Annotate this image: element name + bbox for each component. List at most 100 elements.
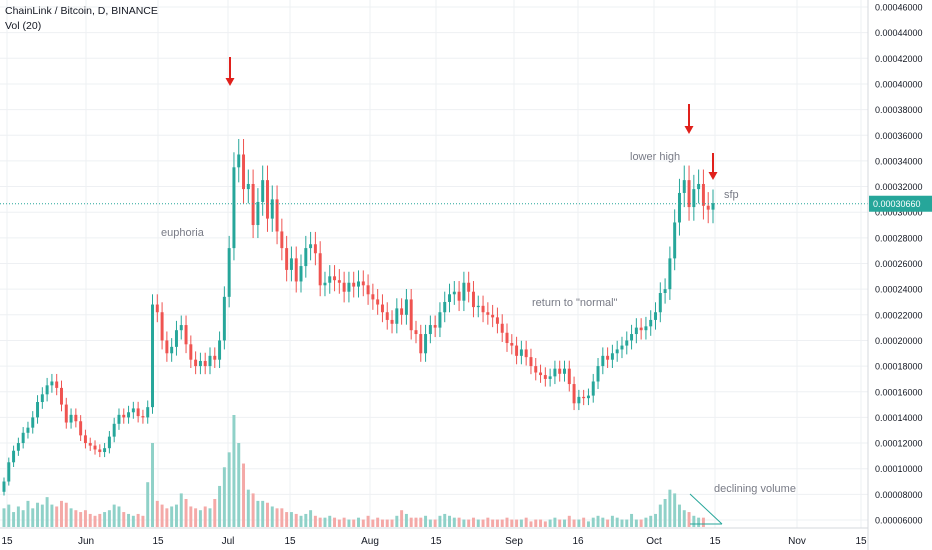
time-tick-label: Jul [222, 536, 235, 547]
volume-bar [79, 512, 83, 527]
price-tick-label: 0.00038000 [875, 105, 923, 115]
volume-bar [471, 517, 475, 527]
volume-bar [122, 512, 126, 527]
annotation-lower-high: lower high [630, 151, 680, 163]
candle-body [227, 248, 231, 297]
volume-bar [194, 508, 198, 527]
candle-body [634, 327, 638, 335]
candle-body [60, 387, 63, 405]
candle-body [706, 205, 710, 210]
time-axis[interactable]: 15 Jun 15 Jul 15 Aug 15 Sep 16 Oct 15 Nov 15 [0, 527, 868, 547]
candle-body [519, 349, 523, 356]
candle-body [246, 183, 250, 190]
candle-body [45, 385, 49, 395]
candle-body [395, 308, 399, 324]
candle-body [40, 394, 44, 403]
candle-body [400, 308, 404, 315]
price-tick-label: 0.00018000 [875, 362, 923, 372]
candle-body [318, 253, 322, 286]
volume-bars [2, 415, 705, 527]
arrow-icon-head [225, 78, 235, 86]
volume-bar [112, 504, 116, 527]
price-tick-label: 0.00032000 [875, 182, 923, 192]
annotation-declining-volume: declining volume [714, 483, 796, 495]
candle-body [553, 368, 557, 377]
volume-bar [452, 517, 456, 527]
volume-bar [596, 515, 600, 527]
volume-bar [457, 517, 461, 527]
candle-body [328, 276, 332, 283]
volume-bar [654, 513, 657, 527]
price-axis[interactable]: 0.00046000 0.00044000 0.00042000 0.00040000… [867, 0, 932, 550]
volume-bar [582, 517, 586, 527]
candle-body [606, 355, 610, 360]
annotation-euphoria: euphoria [161, 227, 205, 239]
arrow-icon-head [708, 172, 718, 180]
volume-bar [577, 519, 581, 527]
candle-body [438, 312, 442, 328]
candle-body [313, 244, 317, 254]
volume-bar [256, 500, 260, 527]
arrow-icon-head [684, 126, 694, 134]
volume-bar [448, 515, 452, 527]
volume-bar [88, 513, 92, 527]
candle-body [424, 334, 428, 354]
time-tick-label: Sep [505, 536, 523, 547]
candle-body [103, 448, 107, 453]
volume-bar [380, 519, 384, 527]
volume-bar [232, 415, 236, 527]
volume-bar [625, 519, 629, 527]
volume-bar [639, 519, 643, 527]
volume-bar [361, 519, 365, 527]
candle-body [625, 340, 629, 346]
candle-body [151, 304, 154, 408]
candle-body [122, 414, 126, 418]
price-tick-label: 0.00028000 [875, 233, 923, 243]
chart-grid [0, 0, 868, 528]
candle-body [486, 312, 490, 315]
volume-bar [486, 517, 490, 527]
time-tick-label: 15 [430, 536, 442, 547]
candle-body [160, 312, 164, 341]
price-tick-label: 0.00034000 [875, 156, 923, 166]
candle-body [79, 421, 83, 436]
time-tick-label: Nov [788, 536, 806, 547]
candle-body [7, 462, 11, 482]
candle-body [309, 244, 313, 249]
price-tick-label: 0.00030000 [875, 208, 923, 218]
volume-bar [371, 519, 375, 527]
volume-indicator-label[interactable]: Vol (20) [5, 20, 42, 32]
candle-body [567, 368, 571, 385]
volume-bar [213, 499, 217, 527]
volume-bar [342, 517, 346, 527]
volume-bar [701, 517, 705, 527]
candle-body [294, 258, 298, 282]
volume-bar [333, 517, 337, 527]
candle-body [74, 414, 78, 422]
volume-bar [165, 508, 169, 527]
symbol-title[interactable]: ChainLink / Bitcoin, D, BINANCE [5, 5, 158, 17]
volume-bar [462, 519, 466, 527]
volume-bar [83, 510, 87, 527]
candle-body [323, 282, 327, 286]
volume-bar [515, 519, 519, 527]
price-tick-label: 0.00036000 [875, 131, 923, 141]
candle-body [500, 323, 504, 333]
annotation-sfp: sfp [724, 189, 739, 201]
price-tick-label: 0.00020000 [875, 336, 923, 346]
volume-bar [50, 504, 54, 527]
volume-bar [12, 512, 16, 527]
candle-body [280, 231, 284, 249]
volume-bar [64, 502, 68, 527]
volume-bar [687, 512, 691, 527]
candle-body [69, 414, 73, 423]
candle-body [711, 203, 715, 210]
volume-bar [318, 517, 322, 527]
candle-body [596, 366, 600, 382]
candle-body [222, 296, 226, 341]
volume-bar [289, 512, 293, 527]
volume-bar [433, 519, 437, 527]
time-tick-label: 15 [709, 536, 721, 547]
volume-bar [572, 519, 576, 527]
